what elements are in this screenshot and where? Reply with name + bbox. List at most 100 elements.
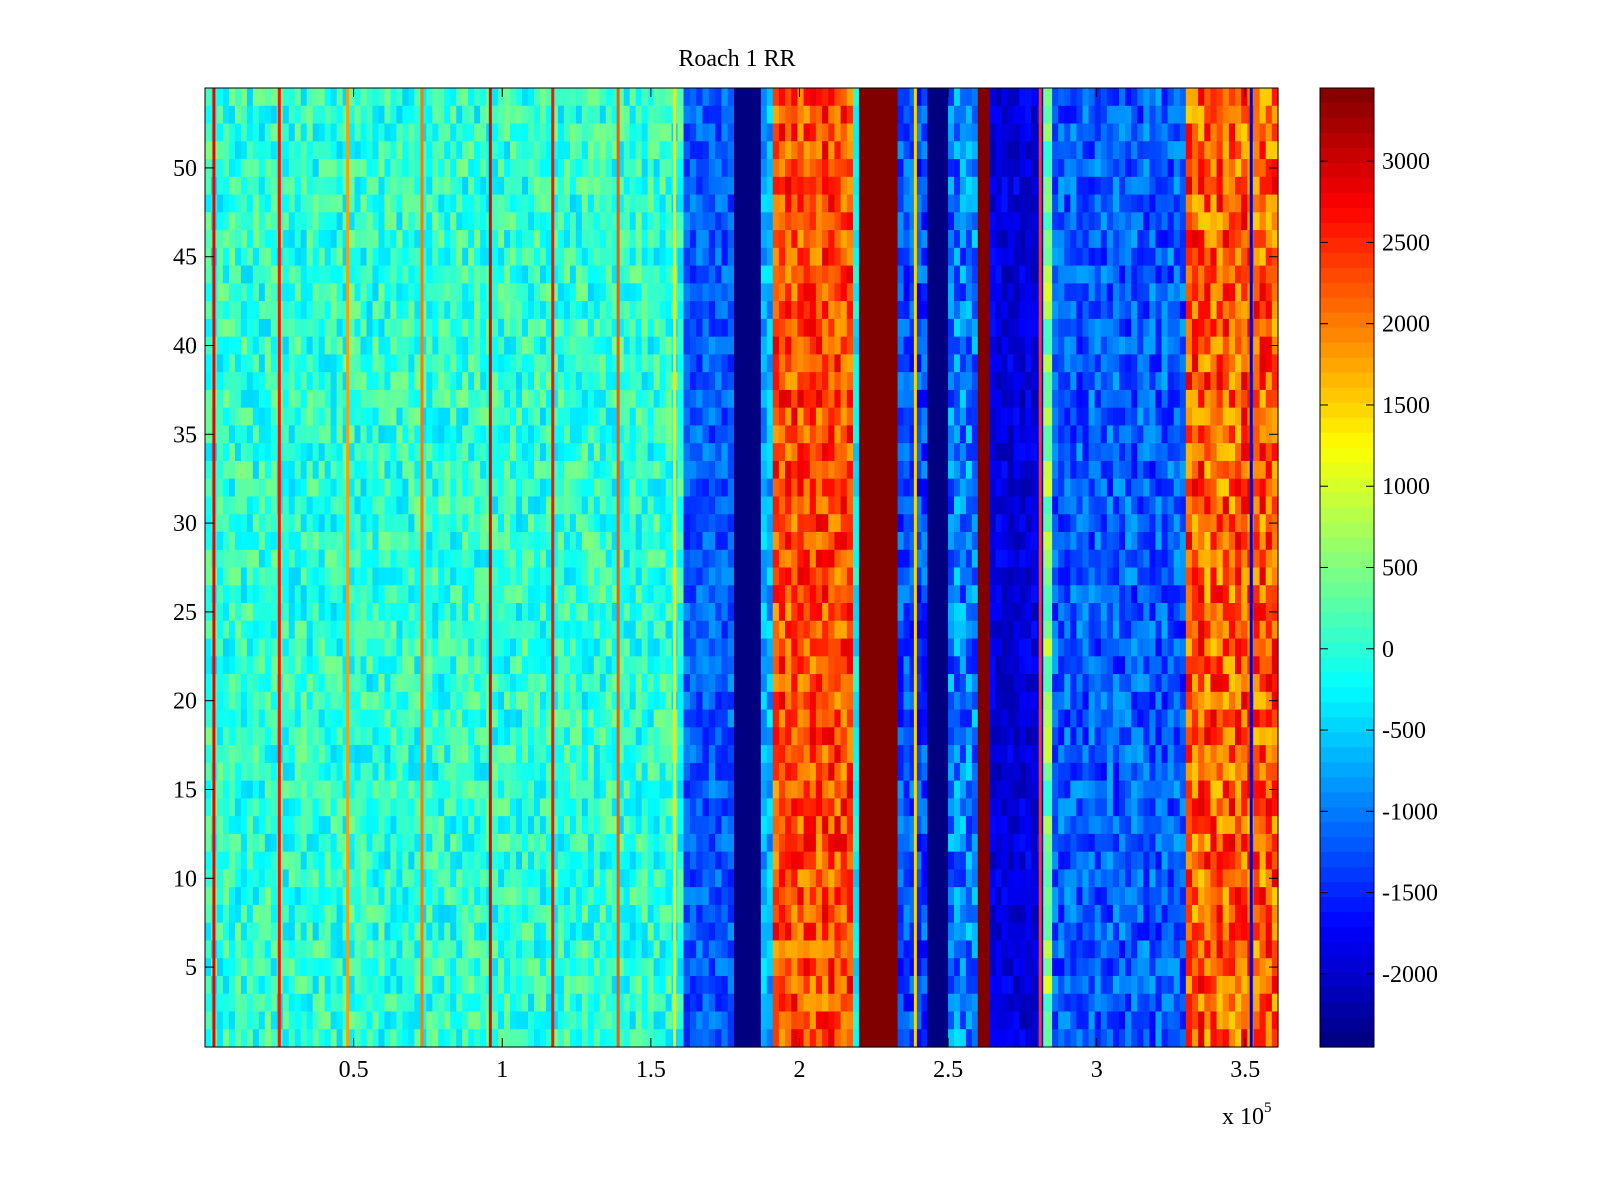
heatmap-cell xyxy=(654,869,661,887)
heatmap-cell xyxy=(564,692,571,710)
heatmap-cell xyxy=(654,124,661,142)
heatmap-cell xyxy=(402,496,409,514)
heatmap-cell xyxy=(696,390,703,408)
heatmap-cell xyxy=(265,834,272,852)
heatmap-cell xyxy=(600,319,607,337)
heatmap-cell xyxy=(734,674,761,692)
heatmap-cell xyxy=(690,106,697,124)
heatmap-cell xyxy=(721,496,728,514)
heatmap-cell xyxy=(402,283,409,301)
heatmap-cell xyxy=(666,159,673,177)
heatmap-cell xyxy=(606,976,613,994)
heatmap-cell xyxy=(438,195,445,213)
heatmap-cell xyxy=(253,994,260,1012)
heatmap-cell xyxy=(462,639,469,657)
heatmap-cell xyxy=(247,834,254,852)
heatmap-cell xyxy=(205,852,212,870)
heatmap-cell xyxy=(576,798,583,816)
heatmap-cell xyxy=(709,230,716,248)
heatmap-cell xyxy=(468,301,475,319)
heatmap-cell xyxy=(642,1029,649,1047)
heatmap-cell xyxy=(295,887,302,905)
heatmap-cell xyxy=(414,177,421,195)
heatmap-cell xyxy=(690,692,697,710)
heatmap-cell xyxy=(767,230,774,248)
heatmap-cell xyxy=(462,479,469,497)
heatmap-cell xyxy=(438,798,445,816)
heatmap-cell xyxy=(438,141,445,159)
heatmap-cell xyxy=(295,88,302,106)
heatmap-cell xyxy=(528,1011,535,1029)
heatmap-cell xyxy=(642,710,649,728)
heatmap-cell xyxy=(426,88,433,106)
heatmap-cell xyxy=(271,781,278,799)
heatmap-cell xyxy=(372,88,379,106)
heatmap-cell xyxy=(728,532,735,550)
heatmap-cell xyxy=(271,177,278,195)
heatmap-cell xyxy=(349,337,356,355)
heatmap-cell xyxy=(678,177,685,195)
heatmap-cell xyxy=(779,106,786,124)
heatmap-cell xyxy=(355,443,362,461)
heatmap-cell xyxy=(588,745,595,763)
heatmap-cell xyxy=(372,585,379,603)
heatmap-cell xyxy=(259,603,266,621)
heatmap-cell xyxy=(265,1029,272,1047)
heatmap-cell xyxy=(301,976,308,994)
heatmap-cell xyxy=(642,905,649,923)
heatmap-cell xyxy=(648,230,655,248)
heatmap-cell xyxy=(660,124,667,142)
heatmap-cell xyxy=(337,923,344,941)
heatmap-cell xyxy=(558,923,565,941)
heatmap-cell xyxy=(636,177,643,195)
heatmap-cell xyxy=(349,514,356,532)
heatmap-cell xyxy=(630,443,637,461)
heatmap-cell xyxy=(247,798,254,816)
heatmap-cell xyxy=(630,337,637,355)
heatmap-cell xyxy=(678,159,685,177)
heatmap-cell xyxy=(636,88,643,106)
heatmap-cell xyxy=(660,656,667,674)
heatmap-cell xyxy=(594,195,601,213)
heatmap-cell xyxy=(528,124,535,142)
heatmap-cell xyxy=(606,354,613,372)
heatmap-cell xyxy=(678,869,685,887)
heatmap-cell xyxy=(600,106,607,124)
heatmap-cell xyxy=(498,461,505,479)
heatmap-cell xyxy=(450,834,457,852)
heatmap-cell xyxy=(600,195,607,213)
heatmap-cell xyxy=(660,603,667,621)
heatmap-cell xyxy=(372,425,379,443)
heatmap-cell xyxy=(402,745,409,763)
heatmap-cell xyxy=(361,408,368,426)
heatmap-cell xyxy=(734,301,761,319)
heatmap-cell xyxy=(301,195,308,213)
heatmap-cell xyxy=(648,781,655,799)
heatmap-cell xyxy=(361,869,368,887)
heatmap-cell xyxy=(241,443,248,461)
heatmap-cell xyxy=(734,727,761,745)
heatmap-cell xyxy=(600,798,607,816)
heatmap-cell xyxy=(498,443,505,461)
heatmap-cell xyxy=(564,994,571,1012)
heatmap-cell xyxy=(594,106,601,124)
heatmap-cell xyxy=(570,834,577,852)
heatmap-cell xyxy=(773,692,780,710)
heatmap-cell xyxy=(217,603,224,621)
heatmap-cell xyxy=(570,710,577,728)
heatmap-cell xyxy=(570,798,577,816)
heatmap-cell xyxy=(432,905,439,923)
heatmap-cell xyxy=(624,461,631,479)
heatmap-cell xyxy=(456,923,463,941)
heatmap-cell xyxy=(510,390,517,408)
heatmap-cell xyxy=(355,887,362,905)
heatmap-cell xyxy=(721,106,728,124)
heatmap-cell xyxy=(378,479,385,497)
heatmap-cell xyxy=(690,763,697,781)
heatmap-cell xyxy=(253,177,260,195)
heatmap-cell xyxy=(684,141,691,159)
heatmap-cell xyxy=(498,887,505,905)
heatmap-cell xyxy=(767,141,774,159)
heatmap-cell xyxy=(728,710,735,728)
heatmap-cell xyxy=(715,958,722,976)
